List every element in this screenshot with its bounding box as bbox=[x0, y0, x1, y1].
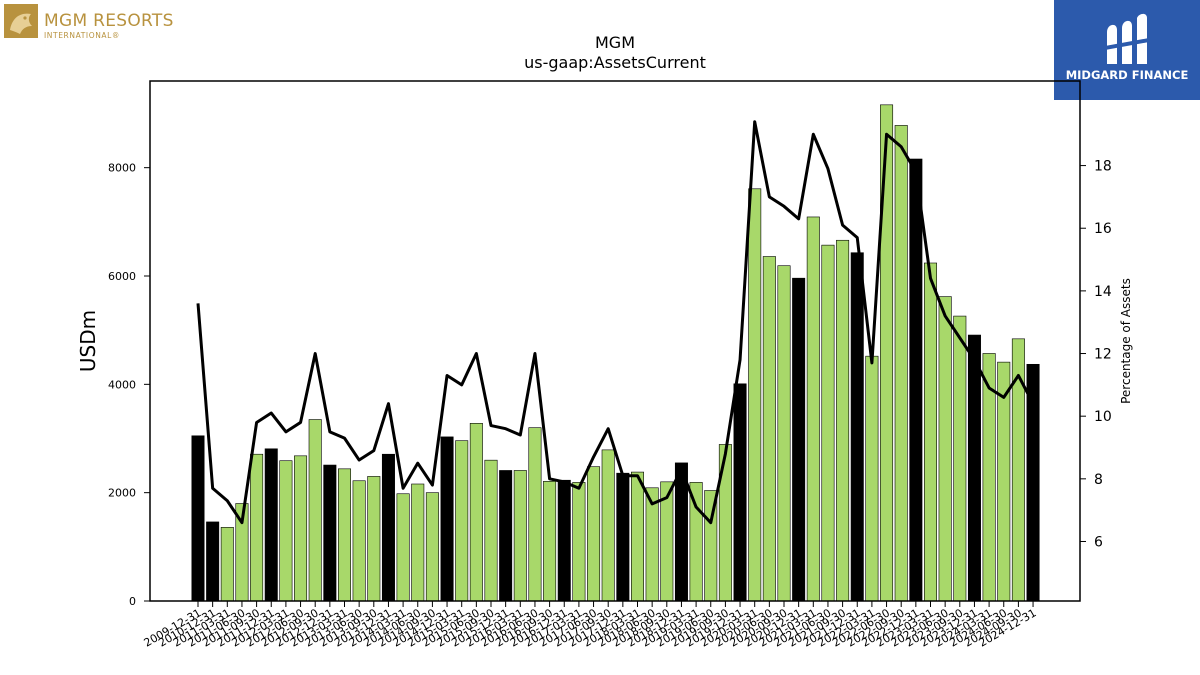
bar bbox=[806, 216, 820, 602]
y-tick-label: 6000 bbox=[108, 270, 136, 283]
bar bbox=[762, 256, 776, 602]
bar bbox=[748, 188, 762, 602]
x-axis: 2009-12-312010-12-312011-03-312011-06-30… bbox=[142, 601, 1039, 650]
mgm-brand-name: MGM RESORTS bbox=[44, 11, 174, 31]
bar bbox=[689, 482, 703, 602]
bar bbox=[777, 265, 791, 602]
y2-tick-label: 10 bbox=[1094, 409, 1112, 425]
midgard-brand-name: MIDGARD FINANCE bbox=[1065, 68, 1189, 82]
y2-tick-label: 16 bbox=[1094, 221, 1112, 237]
bar bbox=[909, 158, 923, 602]
bar bbox=[191, 435, 205, 602]
y-tick-label: 2000 bbox=[108, 487, 136, 500]
y-tick-label: 0 bbox=[129, 595, 136, 608]
bar bbox=[337, 468, 351, 602]
bar bbox=[923, 262, 937, 602]
mgm-resorts-logo: MGM RESORTS INTERNATIONAL® bbox=[4, 4, 204, 42]
bar bbox=[616, 472, 630, 602]
bar bbox=[220, 527, 234, 602]
bar bbox=[381, 453, 395, 602]
bar bbox=[411, 483, 425, 602]
bar bbox=[308, 419, 322, 602]
bar bbox=[967, 334, 981, 602]
bar bbox=[396, 493, 410, 602]
y-tick-label: 8000 bbox=[108, 162, 136, 175]
bar bbox=[440, 436, 454, 602]
bar bbox=[557, 479, 571, 602]
bar bbox=[601, 449, 615, 602]
bar bbox=[323, 464, 337, 602]
midgard-emblem-icon bbox=[1105, 13, 1149, 64]
bar bbox=[587, 466, 601, 602]
bar bbox=[352, 480, 366, 602]
bar bbox=[894, 125, 908, 602]
bar bbox=[528, 427, 542, 602]
y2-tick-label: 14 bbox=[1094, 284, 1112, 300]
bar-series bbox=[191, 104, 1040, 602]
bar bbox=[953, 315, 967, 602]
percentage-line-series bbox=[196, 120, 1035, 525]
lion-emblem-icon bbox=[4, 4, 38, 38]
bar bbox=[792, 277, 806, 602]
bar bbox=[294, 455, 308, 602]
chart-subtitle: us-gaap:AssetsCurrent bbox=[524, 53, 706, 72]
bar bbox=[733, 383, 747, 602]
y-axis-label: USDm bbox=[76, 310, 100, 372]
bar bbox=[865, 355, 879, 602]
bar bbox=[367, 476, 381, 602]
bar bbox=[469, 423, 483, 602]
bar bbox=[279, 460, 293, 602]
bar bbox=[484, 459, 498, 602]
y2-tick-label: 8 bbox=[1094, 472, 1103, 488]
bar bbox=[455, 440, 469, 602]
y2-axis-label: Percentage of Assets bbox=[1119, 278, 1133, 404]
y-axis-left: 0 2000 4000 6000 8000 bbox=[108, 162, 150, 608]
bar bbox=[250, 453, 264, 602]
y2-tick-label: 6 bbox=[1094, 534, 1103, 550]
y-axis-right: 6 8 10 12 14 16 18 bbox=[1080, 159, 1112, 550]
y2-tick-label: 12 bbox=[1094, 347, 1112, 363]
bar bbox=[938, 296, 952, 602]
bar bbox=[572, 482, 586, 602]
chart-title: MGM bbox=[595, 33, 635, 52]
bar bbox=[821, 244, 835, 602]
bar bbox=[513, 470, 527, 602]
midgard-finance-logo: MIDGARD FINANCE bbox=[1054, 0, 1200, 100]
y-tick-label: 4000 bbox=[108, 378, 136, 391]
bar bbox=[630, 471, 644, 602]
percentage-line bbox=[196, 120, 1035, 525]
bar bbox=[850, 252, 864, 602]
y2-tick-label: 18 bbox=[1094, 159, 1112, 175]
bar bbox=[543, 480, 557, 602]
plot-frame bbox=[149, 80, 1081, 602]
bar bbox=[206, 521, 220, 602]
bar bbox=[836, 239, 850, 602]
mgm-brand-subtitle: INTERNATIONAL® bbox=[44, 31, 121, 40]
bar bbox=[264, 448, 278, 602]
bar bbox=[499, 470, 513, 602]
bar bbox=[425, 492, 439, 602]
bar bbox=[1026, 363, 1040, 602]
